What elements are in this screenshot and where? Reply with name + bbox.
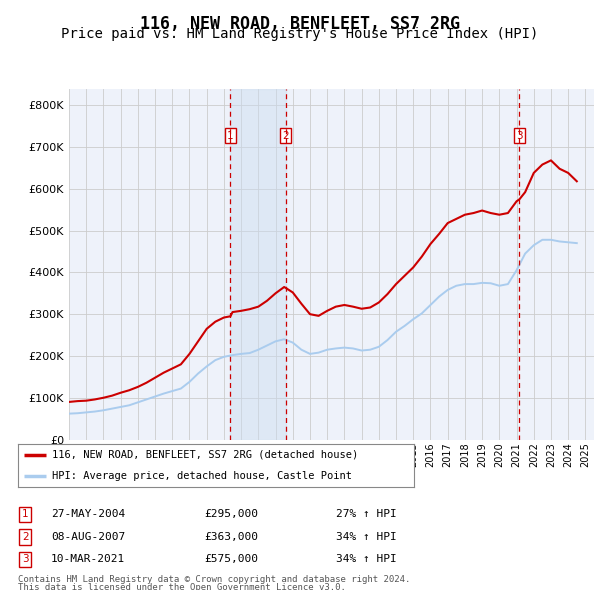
Text: 27-MAY-2004: 27-MAY-2004 (51, 510, 125, 519)
Text: 2: 2 (22, 532, 29, 542)
Text: 34% ↑ HPI: 34% ↑ HPI (336, 532, 397, 542)
Text: 08-AUG-2007: 08-AUG-2007 (51, 532, 125, 542)
Bar (230, 88, 286, 440)
Text: 2: 2 (282, 131, 289, 141)
Text: 34% ↑ HPI: 34% ↑ HPI (336, 555, 397, 564)
Text: 1: 1 (22, 510, 29, 519)
Text: 1: 1 (227, 131, 234, 141)
Text: £295,000: £295,000 (204, 510, 258, 519)
Text: 3: 3 (516, 131, 523, 141)
Text: HPI: Average price, detached house, Castle Point: HPI: Average price, detached house, Cast… (52, 471, 352, 481)
Text: £363,000: £363,000 (204, 532, 258, 542)
Text: Contains HM Land Registry data © Crown copyright and database right 2024.: Contains HM Land Registry data © Crown c… (18, 575, 410, 584)
Text: 3: 3 (22, 555, 29, 564)
Text: £575,000: £575,000 (204, 555, 258, 564)
Text: Price paid vs. HM Land Registry's House Price Index (HPI): Price paid vs. HM Land Registry's House … (61, 27, 539, 41)
Text: 27% ↑ HPI: 27% ↑ HPI (336, 510, 397, 519)
Text: 116, NEW ROAD, BENFLEET, SS7 2RG: 116, NEW ROAD, BENFLEET, SS7 2RG (140, 15, 460, 33)
Text: 10-MAR-2021: 10-MAR-2021 (51, 555, 125, 564)
Text: This data is licensed under the Open Government Licence v3.0.: This data is licensed under the Open Gov… (18, 583, 346, 590)
Text: 116, NEW ROAD, BENFLEET, SS7 2RG (detached house): 116, NEW ROAD, BENFLEET, SS7 2RG (detach… (52, 450, 358, 460)
